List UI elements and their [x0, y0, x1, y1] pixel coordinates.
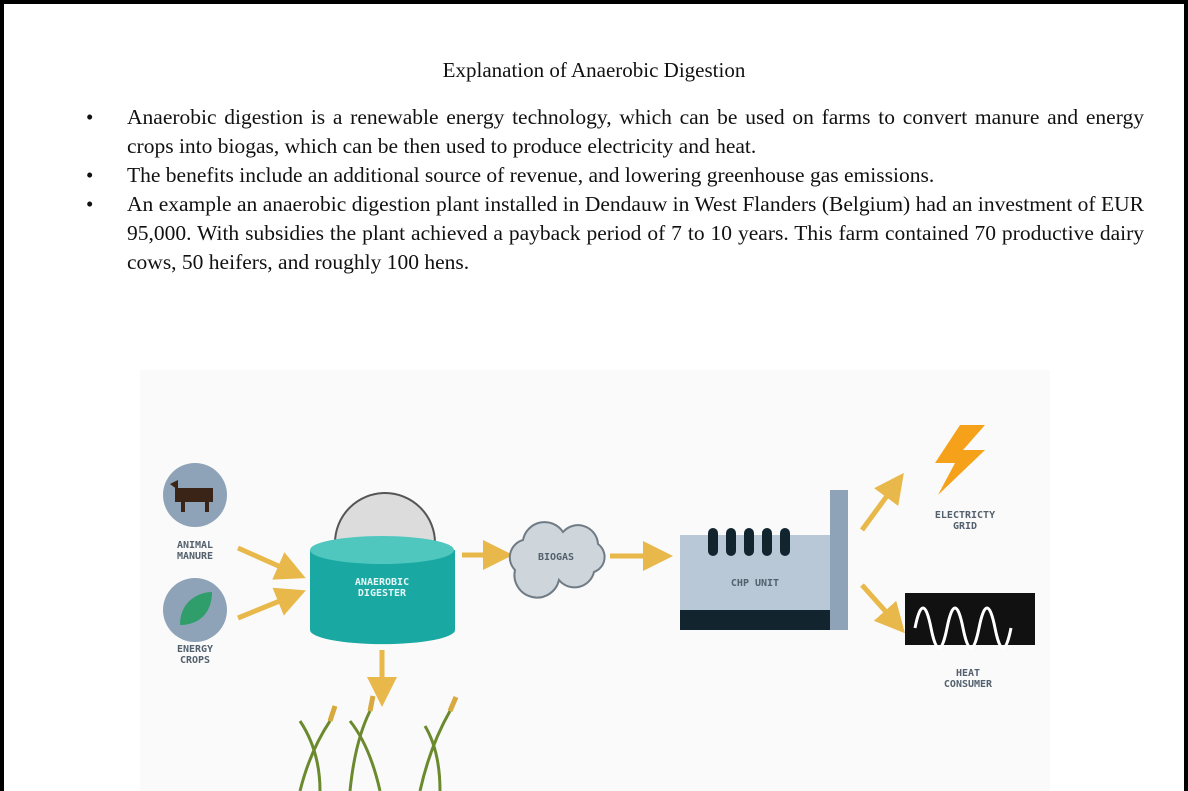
label: CHP UNIT: [731, 578, 779, 589]
chimney: [830, 490, 848, 630]
title: Explanation of Anaerobic Digestion: [0, 58, 1188, 83]
chp-base: [680, 610, 830, 630]
digester-top: [310, 536, 454, 564]
bullet-list: Anaerobic digestion is a renewable energ…: [80, 103, 1144, 277]
heat-box: [905, 593, 1035, 645]
bullet: An example an anaerobic digestion plant …: [80, 190, 1144, 277]
label: BIOGAS: [538, 552, 574, 563]
diagram-bg: [140, 370, 1050, 791]
bullet: The benefits include an additional sourc…: [80, 161, 1144, 190]
bullet: Anaerobic digestion is a renewable energ…: [80, 103, 1144, 161]
page: Explanation of Anaerobic Digestion Anaer…: [0, 0, 1188, 791]
